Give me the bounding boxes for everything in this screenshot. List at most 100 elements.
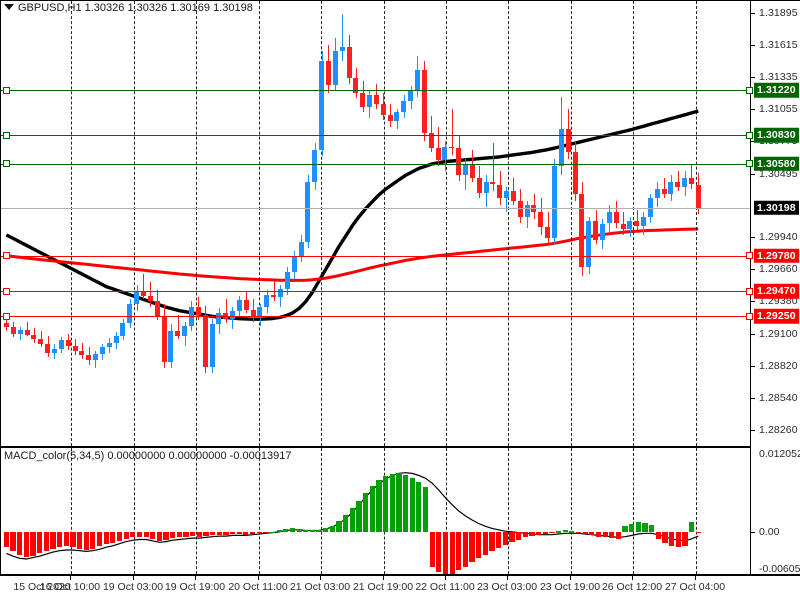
macd-histogram-bar <box>542 531 548 534</box>
macd-histogram-bar <box>376 480 382 532</box>
price-level-badge[interactable]: 1.30830 <box>754 127 799 143</box>
price-level-line-support[interactable] <box>1 291 750 293</box>
candle-body <box>79 350 85 356</box>
candle-wick <box>451 108 453 155</box>
candle-body <box>175 331 181 336</box>
price-level-line-resistance[interactable] <box>1 90 750 92</box>
candle-body <box>99 347 105 355</box>
price-level-badge[interactable]: 1.29470 <box>754 283 799 299</box>
moving-average-line <box>5 109 699 321</box>
macd-histogram-bar <box>63 531 69 547</box>
price-level-line-resistance[interactable] <box>1 135 750 137</box>
candle-body <box>168 331 174 363</box>
candle-body <box>367 95 373 107</box>
price-chart-panel[interactable] <box>0 0 751 447</box>
price-level-line-last-price[interactable] <box>1 207 750 209</box>
macd-vertical-gridline <box>633 448 634 574</box>
candle-body <box>17 330 23 334</box>
price-level-handle-axis[interactable] <box>746 287 753 295</box>
candle-body <box>428 132 434 148</box>
price-level-badge[interactable]: 1.30198 <box>754 200 799 215</box>
candle-body <box>415 69 421 91</box>
price-level-handle[interactable] <box>3 86 10 94</box>
macd-histogram-bar <box>96 531 103 547</box>
candle-body <box>51 348 57 354</box>
candle-body <box>675 182 681 187</box>
macd-histogram-bar <box>682 531 688 547</box>
vertical-gridline <box>384 1 385 446</box>
candle-wick <box>342 13 344 61</box>
macd-histogram-bar <box>37 531 43 553</box>
macd-histogram-bar <box>662 531 668 543</box>
candle-body <box>504 191 510 199</box>
price-tick <box>751 13 755 15</box>
macd-histogram-bar <box>522 531 528 538</box>
price-plot-area[interactable] <box>1 1 750 446</box>
macd-histogram-bar <box>489 531 495 552</box>
time-tick <box>570 576 571 580</box>
price-level-handle-axis[interactable] <box>746 160 753 168</box>
macd-histogram-bar <box>10 531 16 552</box>
price-level-badge[interactable]: 1.31220 <box>754 83 799 98</box>
candle-body <box>634 221 640 226</box>
price-level-line-support[interactable] <box>1 255 750 257</box>
time-axis[interactable]: 15 Oct 2020 16 Oct 10:00 19 Oct 03:00 19 Oc… <box>0 575 800 600</box>
macd-plot-area[interactable] <box>1 448 750 574</box>
candle-body <box>298 241 304 256</box>
macd-histogram-bar <box>456 531 462 571</box>
candle-body <box>106 342 112 348</box>
price-level-handle-axis[interactable] <box>746 131 753 139</box>
candle-body <box>387 114 393 122</box>
candle-wick <box>40 331 42 348</box>
time-tick-label: 26 Oct 12:00 <box>601 581 663 593</box>
macd-histogram-bar <box>296 529 302 532</box>
price-level-handle[interactable] <box>3 287 10 295</box>
macd-histogram-bar <box>256 531 262 534</box>
price-level-badge[interactable]: 1.30580 <box>754 156 799 172</box>
candle-body <box>312 150 318 183</box>
price-tick-label: 1.28540 <box>759 391 798 404</box>
macd-histogram-bar <box>143 531 149 538</box>
candle-wick <box>677 170 679 192</box>
macd-vertical-gridline <box>508 448 509 574</box>
price-tick-label: 1.29100 <box>759 327 798 340</box>
macd-vertical-gridline <box>446 448 447 574</box>
candle-body <box>394 112 400 122</box>
candle-body <box>250 309 256 317</box>
time-tick-label: 16 Oct 10:00 <box>39 581 101 593</box>
price-level-handle[interactable] <box>3 131 10 139</box>
candle-body <box>606 212 612 224</box>
macd-histogram-bar <box>609 531 615 539</box>
price-level-badge[interactable]: 1.29250 <box>754 309 799 324</box>
price-axis[interactable]: 1.318951.316151.313351.310551.307751.304… <box>746 0 800 575</box>
macd-histogram-bar <box>516 531 522 540</box>
time-tick-label: 23 Oct 03:00 <box>476 581 538 593</box>
price-level-line-support[interactable] <box>1 316 750 318</box>
candle-body <box>456 147 462 176</box>
price-level-handle[interactable] <box>3 160 10 168</box>
price-tick-label: 1.29940 <box>759 231 798 244</box>
macd-histogram-bar <box>303 529 309 532</box>
price-level-line-resistance[interactable] <box>1 163 750 165</box>
price-level-handle-axis[interactable] <box>746 252 753 260</box>
time-tick-label: 19 Oct 19:00 <box>164 581 226 593</box>
macd-histogram-bar <box>136 531 143 537</box>
macd-histogram-bar <box>223 531 229 535</box>
price-tick <box>751 301 755 303</box>
candle-body <box>278 288 284 297</box>
price-level-handle[interactable] <box>3 312 10 320</box>
price-level-handle-axis[interactable] <box>746 86 753 94</box>
chevron-down-icon[interactable] <box>4 4 14 10</box>
macd-panel[interactable] <box>0 447 751 575</box>
price-level-handle[interactable] <box>3 252 10 260</box>
price-level-handle-axis[interactable] <box>746 312 753 320</box>
candle-wick <box>225 299 227 324</box>
macd-histogram-bar <box>509 531 515 543</box>
price-level-badge[interactable]: 1.29780 <box>754 248 799 263</box>
candle-body <box>10 326 16 334</box>
candle-body <box>332 51 338 85</box>
candle-body <box>360 92 366 107</box>
macd-histogram-bar <box>482 531 488 555</box>
time-tick-label: 19 Oct 03:00 <box>102 581 164 593</box>
time-tick <box>445 576 446 580</box>
